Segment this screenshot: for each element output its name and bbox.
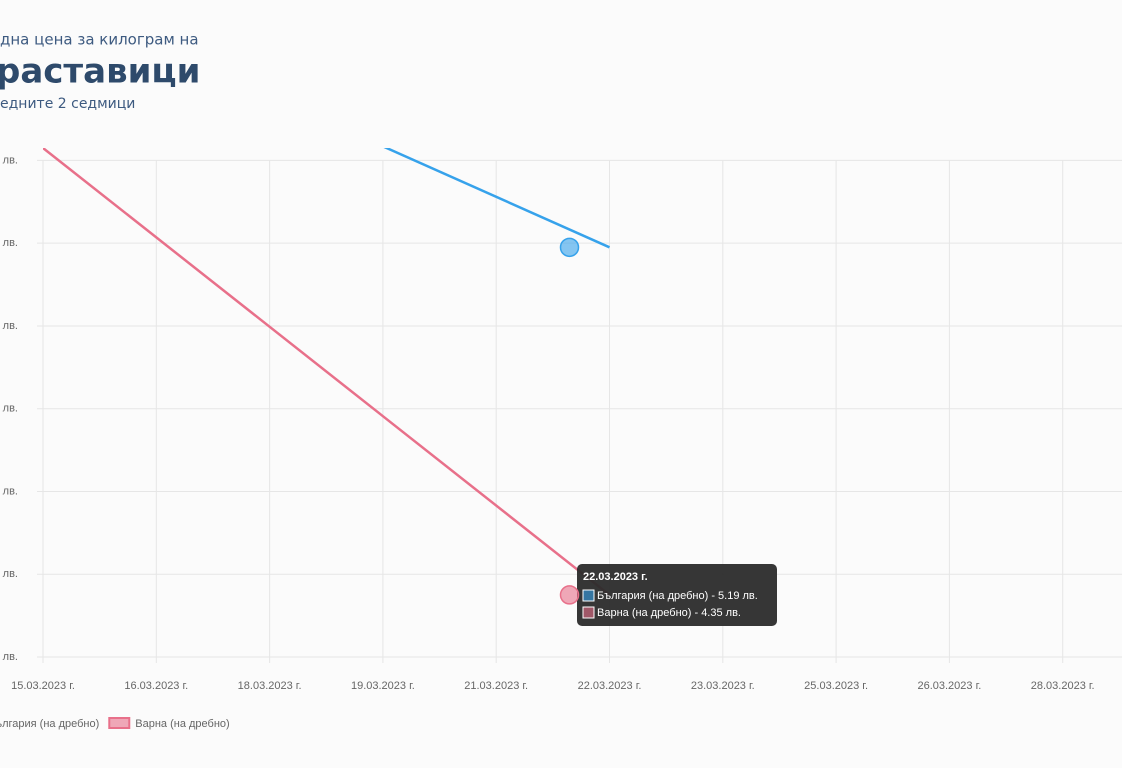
- x-tick-label: 25.03.2023 г.: [804, 680, 868, 692]
- grid: лв. лв. лв. лв. лв. лв. лв. 15.03.2023 г. 16.03.…: [3, 154, 1122, 692]
- x-tick-label: 23.03.2023 г.: [691, 680, 755, 692]
- legend: България (на дребно) Варна (на дребно): [0, 717, 230, 730]
- series-line: [383, 148, 611, 249]
- y-tick-label: лв.: [3, 485, 18, 497]
- x-tick-label: 26.03.2023 г.: [917, 680, 981, 692]
- tooltip-swatch: [582, 606, 595, 619]
- x-tick-label: 21.03.2023 г.: [464, 680, 528, 692]
- y-tick-label: лв.: [3, 568, 18, 580]
- x-tick-label: 15.03.2023 г.: [11, 680, 75, 692]
- y-tick-label: лв.: [3, 403, 18, 415]
- x-tick-label: 22.03.2023 г.: [578, 680, 642, 692]
- series-line: [43, 148, 611, 596]
- tooltip-box: [577, 564, 777, 626]
- x-tick-label: 16.03.2023 г.: [124, 680, 188, 692]
- y-tick-label: лв.: [3, 237, 18, 249]
- x-tick-label: 28.03.2023 г.: [1031, 680, 1095, 692]
- tooltip: 22.03.2023 г. България (на дребно) - 5.19…: [577, 564, 777, 626]
- x-tick-label: 19.03.2023 г.: [351, 680, 415, 692]
- data-point-highlight: [559, 237, 580, 258]
- y-tick-label: лв.: [3, 320, 18, 332]
- y-tick-label: лв.: [3, 154, 18, 166]
- chart-subtitle-top: дна цена за килограм на: [0, 31, 199, 49]
- tooltip-title: 22.03.2023 г.: [583, 571, 648, 583]
- data-point-highlight: [559, 585, 580, 605]
- plot-area: [43, 148, 611, 596]
- tooltip-swatch: [582, 589, 595, 602]
- legend-swatch: [108, 717, 131, 729]
- chart-title: раставици: [0, 52, 200, 92]
- x-tick-label: 18.03.2023 г.: [238, 680, 302, 692]
- tooltip-item: Варна (на дребно) - 4.35 лв.: [597, 607, 741, 619]
- chart-subtitle: едните 2 седмици: [0, 96, 135, 112]
- tooltip-item: България (на дребно) - 5.19 лв.: [597, 590, 758, 602]
- y-tick-label: лв.: [3, 651, 18, 663]
- legend-label: България (на дребно): [0, 718, 99, 730]
- legend-label: Варна (на дребно): [135, 718, 229, 730]
